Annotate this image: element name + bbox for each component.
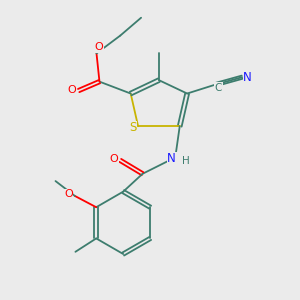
Text: S: S bbox=[129, 121, 136, 134]
Text: O: O bbox=[94, 43, 103, 52]
Text: H: H bbox=[182, 156, 190, 166]
Text: N: N bbox=[243, 71, 252, 84]
Text: N: N bbox=[167, 152, 176, 165]
Text: O: O bbox=[64, 189, 73, 200]
Text: O: O bbox=[110, 154, 118, 164]
Text: C: C bbox=[215, 82, 222, 93]
Text: O: O bbox=[68, 85, 76, 95]
